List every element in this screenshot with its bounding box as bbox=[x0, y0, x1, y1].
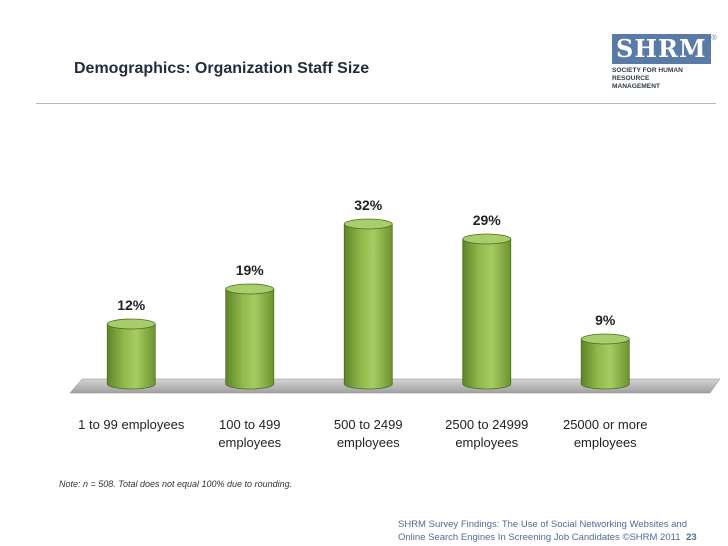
logo-letters: SHRM bbox=[612, 34, 711, 64]
footer: SHRM Survey Findings: The Use of Social … bbox=[398, 518, 697, 544]
title-divider bbox=[36, 103, 716, 104]
bar-4 bbox=[462, 238, 512, 390]
shrm-logo: SHRM ® SOCIETY FOR HUMAN RESOURCE MANAGE… bbox=[612, 34, 717, 92]
data-label-5: 9% bbox=[595, 312, 616, 328]
bar-1-top bbox=[106, 318, 156, 330]
category-label-5-line-1: 25000 or more bbox=[563, 417, 648, 432]
slide-title: Demographics: Organization Staff Size bbox=[74, 60, 370, 77]
category-label-3-line-1: 500 to 2499 bbox=[334, 417, 403, 432]
category-label-2-line-2: employees bbox=[218, 435, 281, 450]
data-label-1: 12% bbox=[117, 297, 146, 313]
footer-line-1: SHRM Survey Findings: The Use of Social … bbox=[398, 519, 687, 530]
category-label-2-line-1: 100 to 499 bbox=[219, 417, 280, 432]
bar-5 bbox=[580, 338, 630, 390]
category-label-4-line-2: employees bbox=[455, 435, 518, 450]
category-label-3-line-2: employees bbox=[337, 435, 400, 450]
chart-note: Note: n = 508. Total does not equal 100%… bbox=[59, 479, 293, 489]
bar-3 bbox=[343, 223, 393, 390]
category-label-5-line-2: employees bbox=[574, 435, 637, 450]
data-label-4: 29% bbox=[473, 212, 502, 228]
bar-2-top bbox=[225, 283, 275, 295]
bar-1 bbox=[106, 323, 156, 390]
logo-line-2: RESOURCE MANAGEMENT bbox=[612, 75, 660, 90]
bar-5-top bbox=[580, 333, 630, 345]
footer-line-2: Online Search Engines In Screening Job C… bbox=[398, 532, 681, 543]
category-label-4-line-1: 2500 to 24999 bbox=[445, 417, 528, 432]
page-number: 23 bbox=[686, 532, 697, 543]
bar-3-top bbox=[343, 218, 393, 230]
data-label-3: 32% bbox=[354, 197, 383, 213]
logo-registered-mark: ® bbox=[711, 35, 717, 42]
logo-line-1: SOCIETY FOR HUMAN bbox=[612, 67, 683, 74]
bar-2 bbox=[225, 288, 275, 390]
bar-4-top bbox=[462, 233, 512, 245]
staff-size-chart: 12% 1 to 99 employees 19% 100 to 499 employe… bbox=[69, 197, 721, 450]
category-label-1: 1 to 99 employees bbox=[78, 417, 185, 432]
data-label-2: 19% bbox=[236, 262, 265, 278]
